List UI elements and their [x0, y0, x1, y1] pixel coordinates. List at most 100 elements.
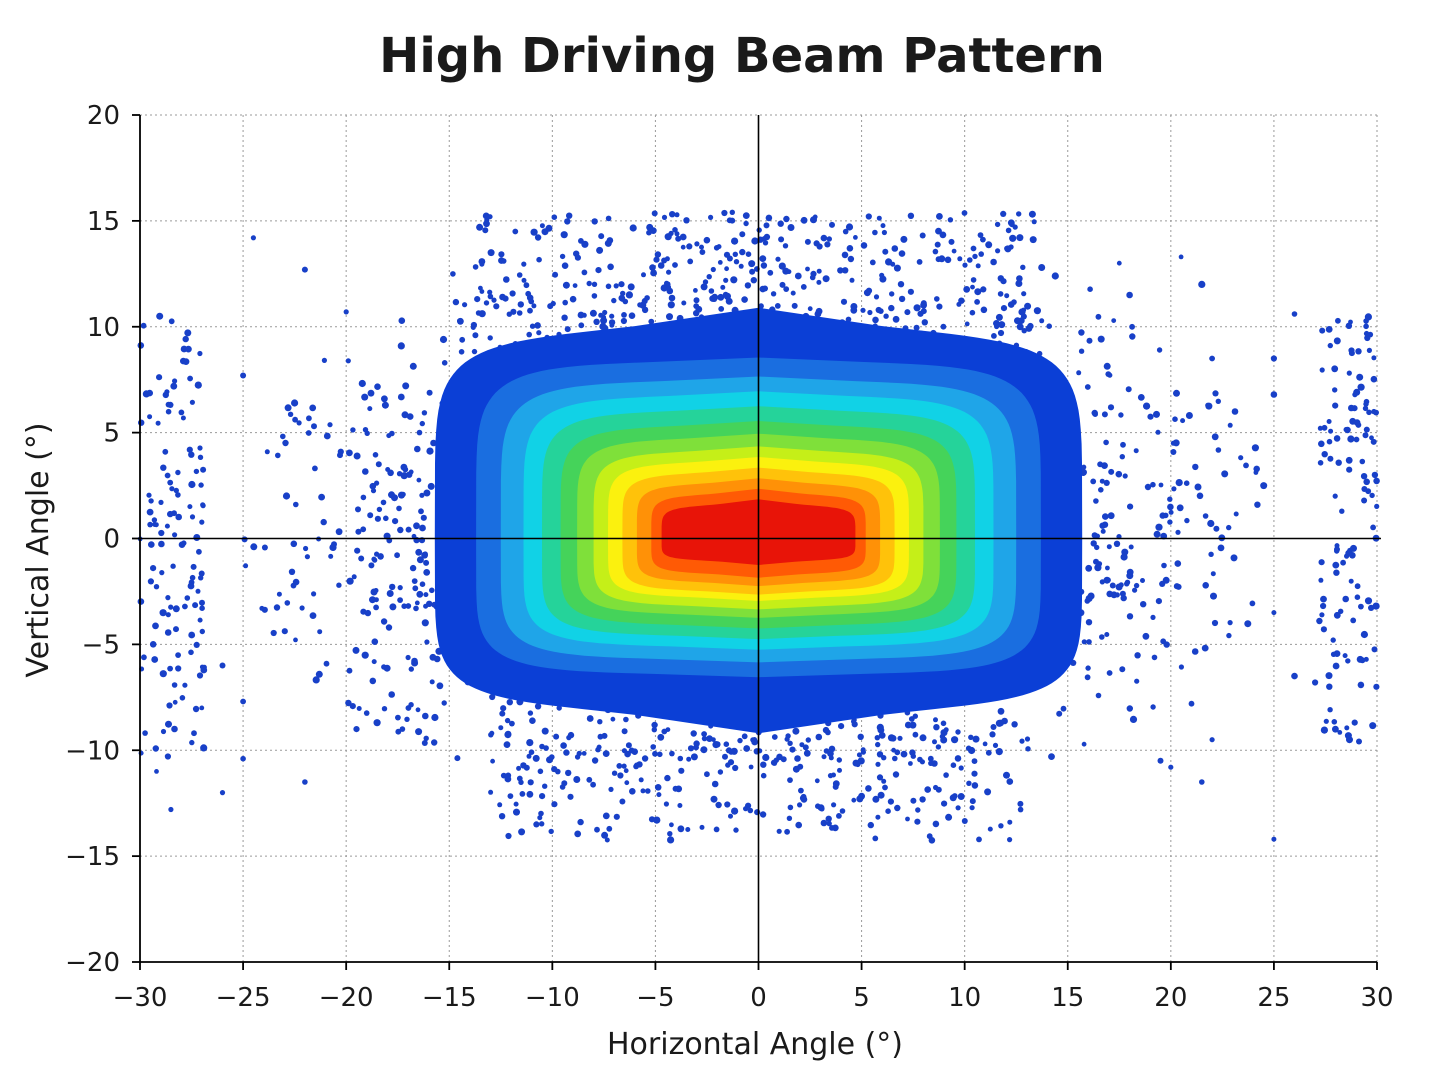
scatter-point: [1120, 594, 1127, 602]
scatter-point: [1340, 559, 1346, 566]
scatter-point: [567, 731, 575, 739]
axes: [132, 114, 1378, 970]
scatter-point: [1142, 632, 1150, 640]
scatter-point: [353, 726, 360, 733]
scatter-point: [353, 452, 361, 460]
scatter-point: [651, 727, 657, 733]
scatter-point: [718, 306, 725, 312]
scatter-point: [196, 548, 202, 555]
scatter-point: [1326, 683, 1333, 690]
scatter-point: [474, 296, 481, 303]
scatter-point: [847, 255, 855, 263]
scatter-point: [1318, 577, 1324, 583]
scatter-point: [893, 264, 901, 272]
scatter-point: [497, 802, 503, 808]
scatter-point: [521, 261, 527, 267]
scatter-point: [1198, 280, 1206, 288]
scatter-point: [765, 214, 773, 222]
scatter-point: [141, 654, 147, 661]
scatter-point: [1103, 479, 1110, 486]
scatter-point: [182, 682, 188, 688]
scatter-point: [1098, 487, 1104, 493]
scatter-point: [498, 813, 506, 820]
scatter-point: [1007, 301, 1015, 308]
scatter-point: [487, 335, 493, 341]
scatter-point: [1320, 595, 1327, 603]
scatter-point: [189, 399, 195, 405]
scatter-point: [693, 288, 698, 293]
scatter-point: [900, 235, 908, 243]
scatter-point: [1185, 412, 1193, 419]
scatter-point: [189, 574, 196, 581]
scatter-point: [288, 568, 296, 575]
scatter-point: [651, 210, 658, 217]
scatter-point: [159, 570, 165, 576]
scatter-point: [954, 755, 962, 762]
scatter-point: [241, 536, 248, 543]
scatter-point: [1188, 700, 1195, 707]
scatter-point: [892, 755, 898, 762]
scatter-point: [179, 695, 186, 701]
scatter-point: [312, 676, 320, 684]
scatter-point: [539, 793, 546, 800]
scatter-point: [792, 727, 800, 735]
scatter-point: [1320, 626, 1327, 633]
scatter-point: [989, 731, 996, 738]
scatter-point: [1162, 576, 1170, 584]
scatter-point: [1233, 511, 1239, 517]
scatter-point: [952, 793, 958, 799]
scatter-point: [891, 747, 896, 753]
scatter-point: [822, 726, 830, 734]
scatter-point: [822, 275, 830, 283]
scatter-point: [507, 793, 514, 799]
scatter-point: [1000, 278, 1007, 285]
scatter-point: [982, 741, 988, 747]
scatter-point: [1317, 425, 1323, 431]
scatter-point: [182, 603, 188, 610]
scatter-point: [243, 563, 249, 569]
scatter-point: [1006, 778, 1014, 785]
scatter-point: [624, 750, 631, 758]
scatter-point: [170, 563, 176, 569]
scatter-point: [1371, 471, 1379, 479]
scatter-point: [1337, 730, 1343, 735]
scatter-point: [1039, 318, 1045, 324]
scatter-point: [1090, 478, 1097, 485]
scatter-point: [323, 660, 330, 667]
scatter-point: [1359, 458, 1366, 465]
scatter-point: [290, 540, 298, 548]
scatter-point: [525, 290, 532, 297]
scatter-point: [713, 245, 720, 251]
scatter-point: [637, 302, 643, 308]
scatter-point: [623, 768, 629, 774]
scatter-point: [1173, 583, 1180, 590]
scatter-point: [1353, 419, 1361, 426]
scatter-point: [667, 836, 675, 844]
scatter-point: [1319, 367, 1325, 373]
scatter-point: [934, 241, 941, 248]
scatter-point: [506, 699, 513, 706]
scatter-point: [594, 826, 600, 833]
scatter-point: [516, 272, 523, 278]
scatter-point: [876, 723, 884, 732]
scatter-point: [1205, 402, 1213, 410]
scatter-point: [400, 472, 408, 480]
scatter-point: [361, 651, 369, 659]
scatter-point: [416, 429, 423, 436]
scatter-point: [967, 257, 973, 263]
scatter-point: [1129, 323, 1135, 330]
scatter-point: [401, 603, 408, 609]
scatter-point: [454, 755, 461, 762]
scatter-point: [534, 234, 542, 241]
scatter-point: [1363, 478, 1370, 486]
scatter-point: [767, 269, 774, 276]
scatter-point: [528, 749, 535, 755]
scatter-point: [529, 717, 536, 724]
scatter-point: [1207, 519, 1215, 528]
scatter-point: [148, 498, 154, 504]
scatter-point: [604, 239, 612, 247]
scatter-point: [733, 827, 739, 833]
scatter-point: [376, 506, 383, 513]
scatter-point: [804, 238, 811, 245]
scatter-point: [1183, 480, 1190, 487]
